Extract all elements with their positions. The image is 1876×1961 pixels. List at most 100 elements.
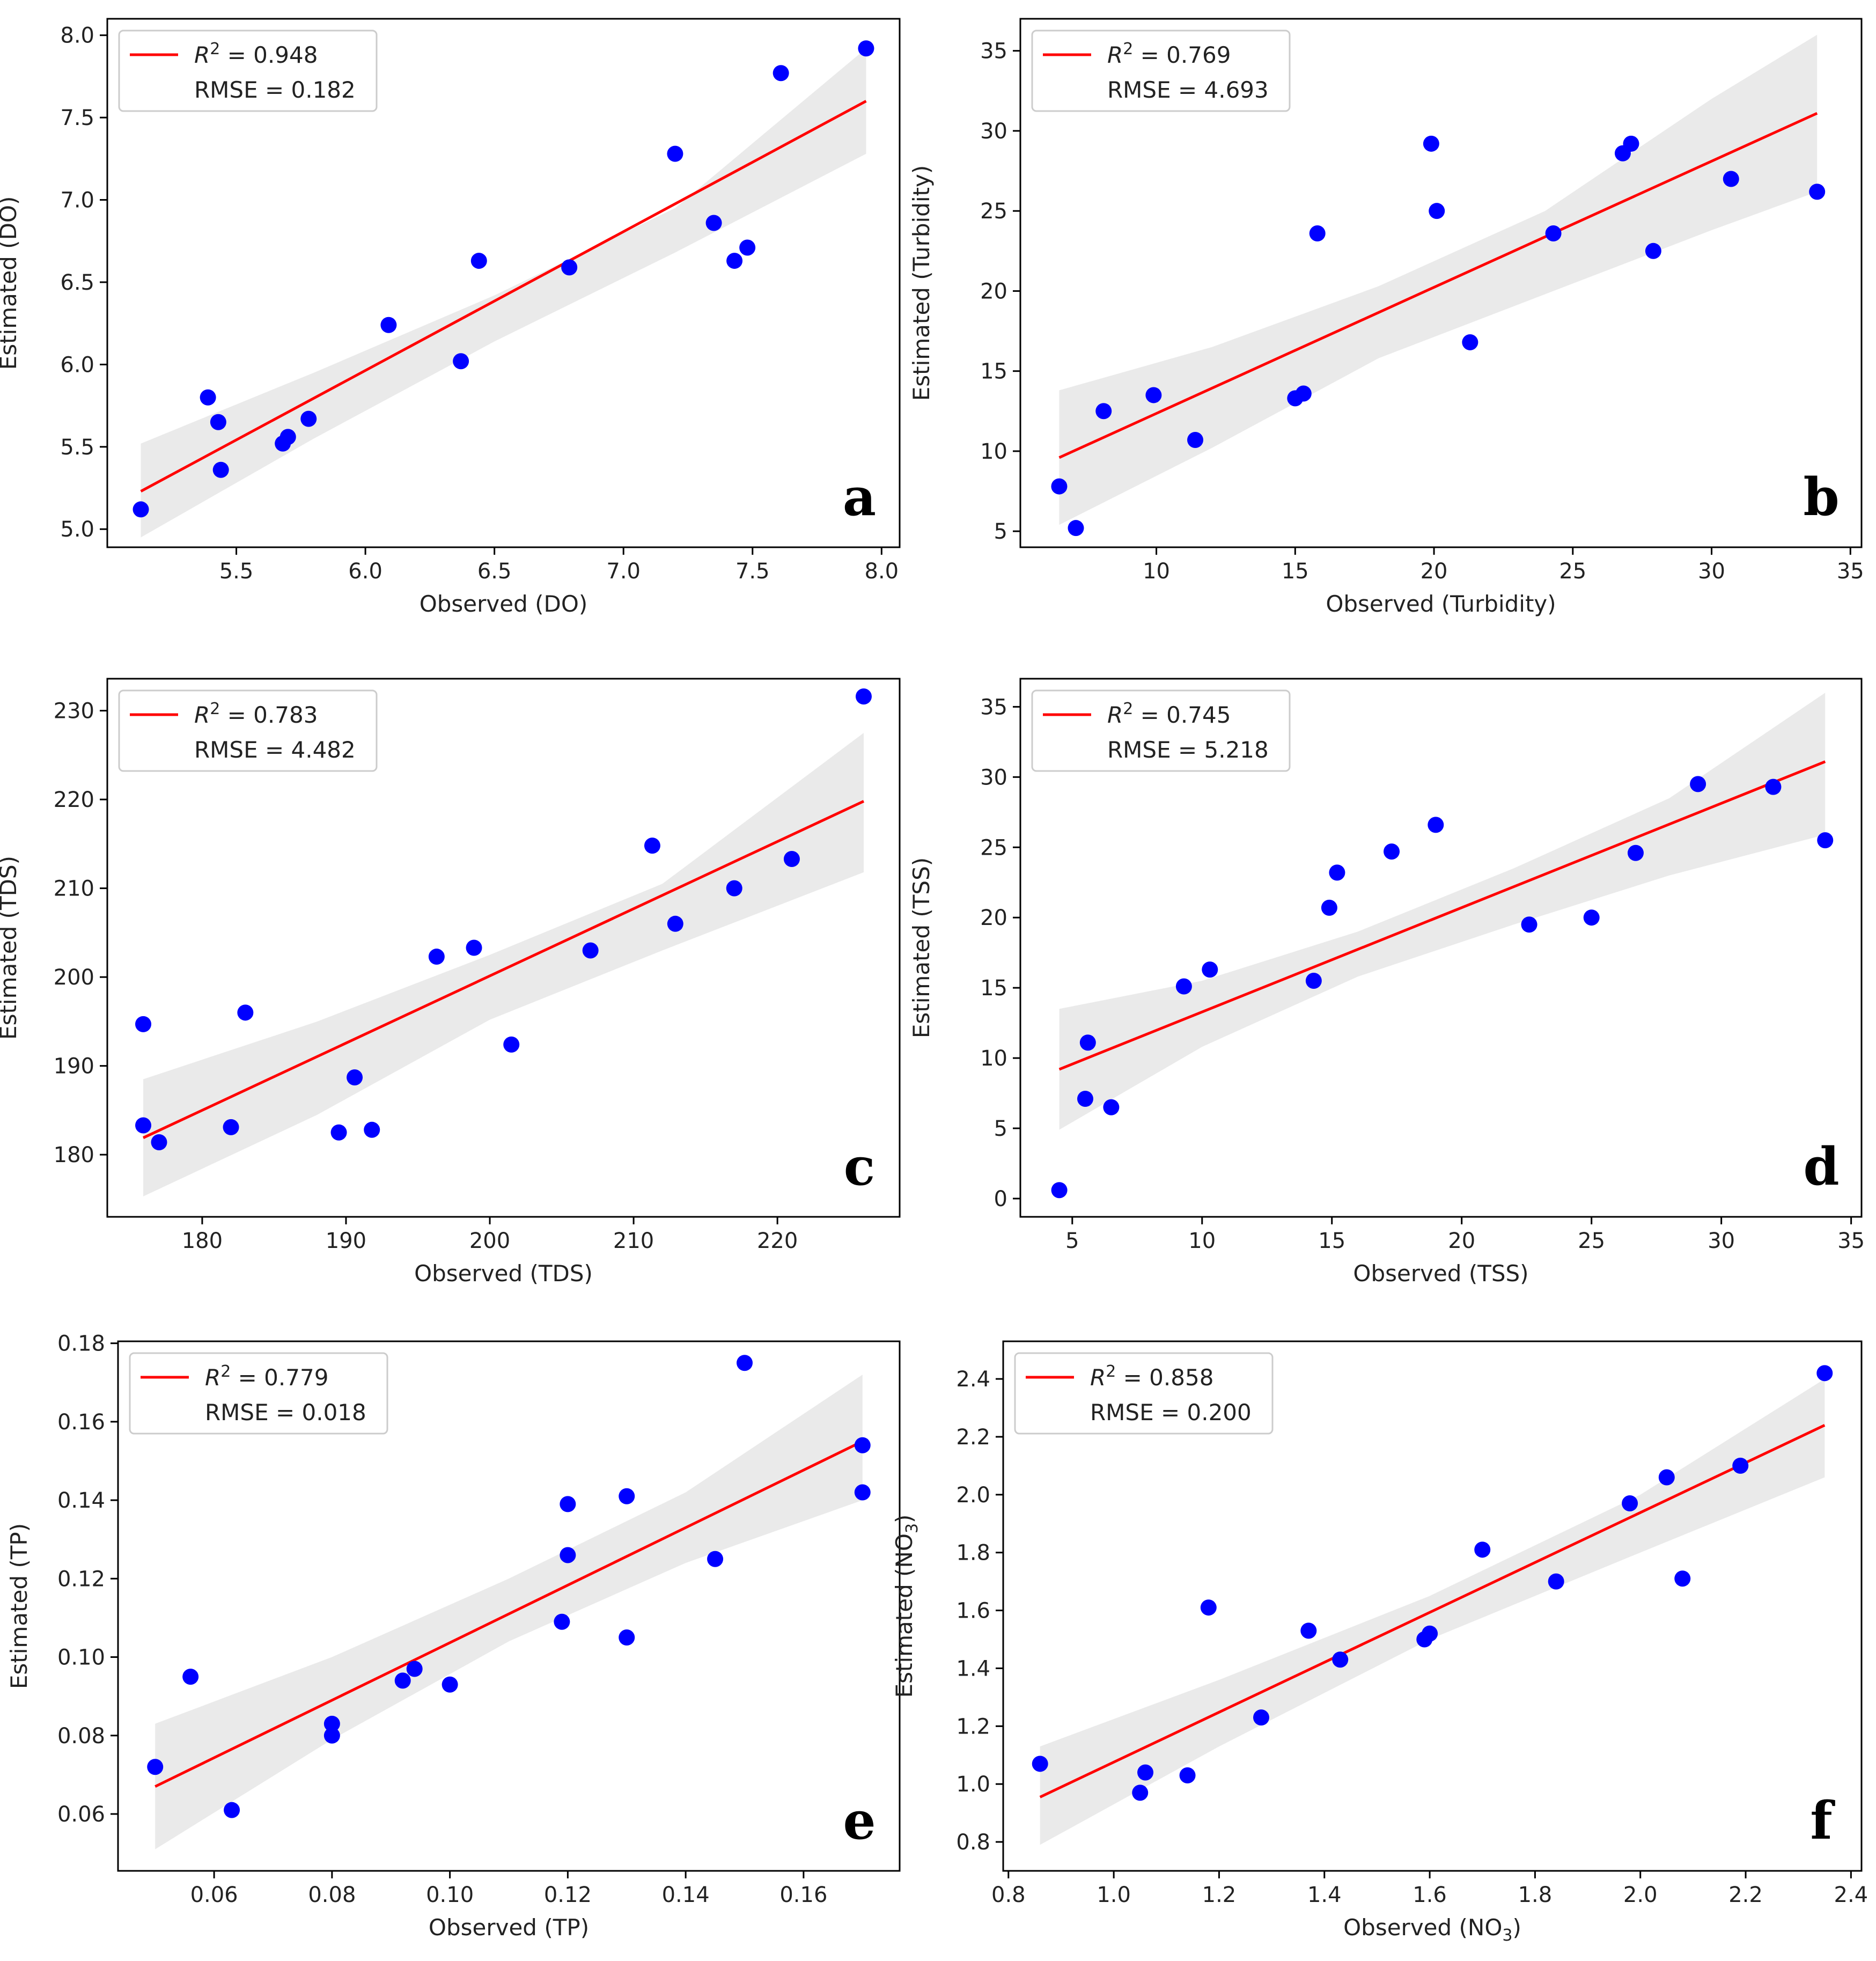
x-tick-label: 30 — [1708, 1229, 1735, 1253]
panel-d: 5 10 15 20 25 30 35 0 5 10 15 20 25 30 35 Observed (TSS… — [908, 678, 1865, 1287]
data-point — [1809, 183, 1826, 200]
data-point — [453, 353, 469, 370]
legend-r2-symbol: R — [1107, 42, 1123, 68]
x-tick-label: 10 — [1188, 1229, 1216, 1253]
data-point — [554, 1613, 570, 1630]
x-tick-label: 2.2 — [1728, 1883, 1763, 1907]
confidence-band — [143, 733, 864, 1196]
data-point — [470, 253, 487, 269]
data-point — [1690, 776, 1706, 792]
x-tick-label: 0.08 — [308, 1883, 356, 1907]
y-tick-label: 2.2 — [956, 1425, 990, 1450]
data-point — [1423, 135, 1439, 152]
legend: R2 = 0.858 RMSE = 0.200 — [1014, 1352, 1274, 1435]
y-axis-label: Estimated (TP) — [6, 1523, 32, 1689]
data-point — [1329, 864, 1345, 881]
data-point — [1474, 1541, 1491, 1558]
data-point — [560, 1547, 576, 1563]
data-point — [364, 1121, 380, 1138]
legend-r2-symbol: R — [194, 702, 210, 728]
legend: R2 = 0.948 RMSE = 0.182 — [118, 30, 378, 112]
data-point — [1817, 832, 1834, 849]
y-tick-label: 0.16 — [57, 1410, 105, 1435]
data-point — [667, 915, 683, 932]
legend-rmse: RMSE = 0.182 — [194, 77, 356, 103]
data-point — [428, 949, 445, 965]
x-tick-label: 180 — [182, 1229, 223, 1253]
data-point — [726, 253, 743, 269]
data-point — [1332, 1651, 1349, 1668]
legend-box — [129, 1352, 388, 1435]
x-tick-label: 2.4 — [1834, 1883, 1868, 1907]
panel-b: 10 15 20 25 30 35 5 10 15 20 25 30 35 Observed (Turbi… — [908, 18, 1864, 617]
x-tick-label: 8.0 — [865, 559, 899, 584]
data-point — [561, 259, 578, 276]
x-tick-label: 25 — [1578, 1229, 1605, 1253]
x-tick-label: 1.0 — [1097, 1883, 1131, 1907]
data-point — [1200, 1599, 1217, 1616]
y-tick-label: 210 — [54, 877, 94, 901]
y-tick-label: 8.0 — [60, 24, 94, 48]
data-point — [1300, 1622, 1317, 1639]
confidence-band — [141, 48, 866, 538]
x-tick-label: 1.4 — [1307, 1883, 1342, 1907]
x-tick-label: 2.0 — [1623, 1883, 1658, 1907]
legend-r2-symbol: R — [205, 1364, 220, 1391]
x-axis-label-text: Observed (TDS) — [414, 1260, 593, 1287]
legend: R2 = 0.745 RMSE = 5.218 — [1031, 689, 1291, 772]
data-point — [705, 215, 722, 231]
y-tick-label: 5 — [994, 1117, 1007, 1141]
x-axis-label: Observed (TP) — [429, 1914, 589, 1941]
y-tick-label: 35 — [980, 695, 1007, 719]
y-axis-label: Estimated (NO3) — [891, 1515, 922, 1698]
y-axis-label: Estimated (DO) — [0, 196, 21, 370]
legend-r2: R2 = 0.779 — [205, 1362, 328, 1391]
data-point — [1032, 1756, 1048, 1772]
legend-r2: R2 = 0.858 — [1090, 1362, 1213, 1391]
data-point — [1103, 1099, 1120, 1115]
data-point — [1521, 916, 1537, 933]
y-tick-label: 15 — [980, 359, 1007, 384]
data-point — [1202, 961, 1218, 978]
y-tick-label: 30 — [980, 765, 1007, 790]
data-point — [667, 145, 683, 162]
x-tick-label: 6.0 — [348, 559, 382, 584]
legend-r2-symbol: R — [1107, 702, 1123, 728]
legend-r2-sup: 2 — [210, 40, 220, 58]
y-tick-label: 0.8 — [956, 1830, 990, 1855]
y-axis-label-text: Estimated (TSS) — [908, 857, 935, 1038]
y-tick-label: 1.2 — [956, 1714, 990, 1739]
data-point — [1545, 225, 1562, 241]
data-point — [133, 501, 149, 518]
data-point — [237, 1004, 254, 1021]
y-tick-label: 10 — [980, 439, 1007, 464]
axes-frame — [1019, 678, 1863, 1218]
legend-r2-sup: 2 — [1106, 1362, 1116, 1381]
data-point — [212, 461, 229, 478]
panel-a: 5.5 6.0 6.5 7.0 7.5 8.0 5.0 5.5 6.0 6.5 7.0 7.5 8.0 O… — [0, 18, 901, 617]
data-point — [1253, 1709, 1269, 1726]
legend-r2-value: = 0.858 — [1116, 1364, 1213, 1391]
x-tick-label: 5 — [1065, 1229, 1079, 1253]
x-tick-label: 35 — [1837, 1229, 1865, 1253]
data-point — [1145, 387, 1162, 403]
legend-rmse: RMSE = 0.018 — [205, 1399, 366, 1426]
data-point — [737, 1355, 753, 1371]
data-point — [223, 1119, 239, 1135]
x-axis-label: Observed (Turbidity) — [1326, 591, 1556, 617]
data-point — [1309, 225, 1326, 241]
data-point — [503, 1036, 520, 1053]
data-point — [135, 1016, 152, 1032]
x-tick-label: 210 — [613, 1229, 654, 1253]
data-point — [854, 1437, 871, 1453]
data-point — [726, 880, 742, 897]
data-point — [323, 1727, 340, 1744]
y-tick-label: 1.0 — [956, 1772, 990, 1797]
y-tick-label: 230 — [54, 699, 94, 724]
regression-line — [140, 100, 867, 493]
y-tick-label: 5.0 — [60, 517, 94, 542]
panel-f: 0.8 1.0 1.2 1.4 1.6 1.8 2.0 2.2 2.4 0.8 1.0 1.2 1.4 1… — [891, 1340, 1868, 1945]
legend-r2-value: = 0.948 — [220, 42, 318, 68]
x-tick-label: 20 — [1448, 1229, 1475, 1253]
legend-r2-value: = 0.783 — [220, 702, 318, 728]
